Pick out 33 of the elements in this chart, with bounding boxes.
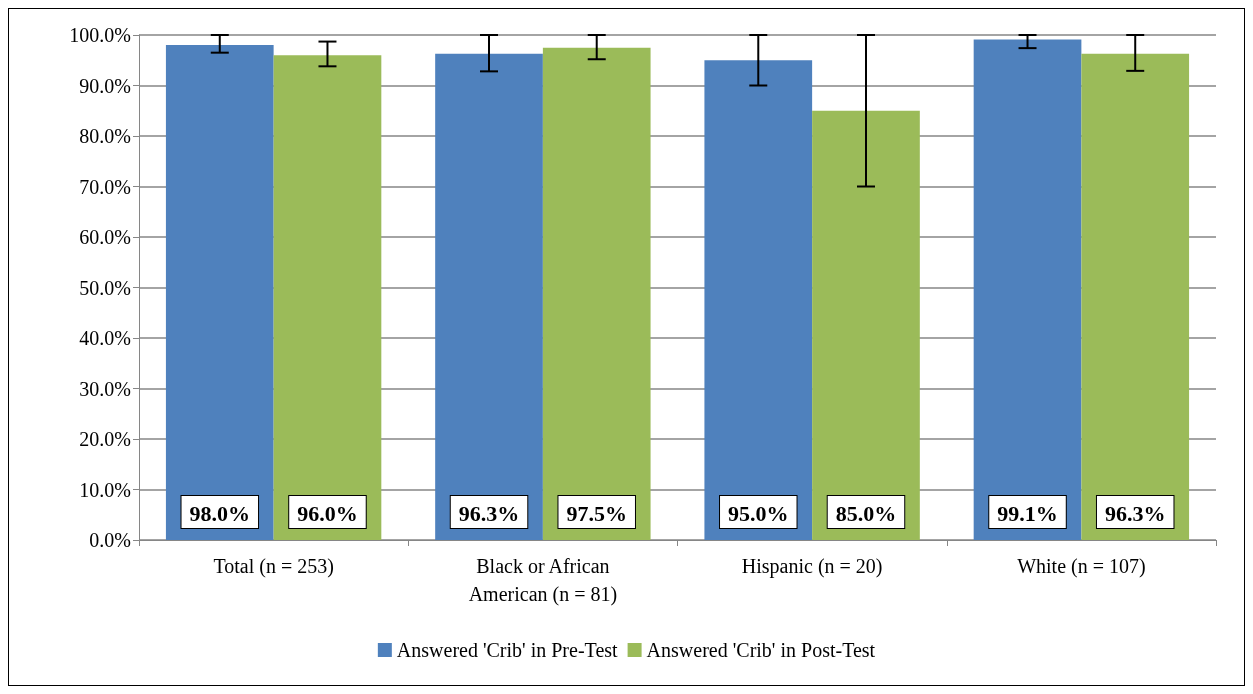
y-tick-label: 10.0% bbox=[79, 478, 131, 501]
data-label: 85.0% bbox=[835, 500, 897, 526]
legend-label: Answered 'Crib' in Pre-Test bbox=[396, 639, 619, 661]
data-label: 97.5% bbox=[566, 500, 627, 526]
x-tick-label: White (n = 107) bbox=[1017, 555, 1146, 578]
bar bbox=[1081, 53, 1190, 540]
bar bbox=[542, 47, 651, 540]
y-tick-label: 60.0% bbox=[79, 226, 131, 248]
y-tick-label: 20.0% bbox=[79, 428, 131, 450]
y-tick-label: 30.0% bbox=[79, 377, 131, 400]
y-tick-label: 90.0% bbox=[79, 74, 131, 97]
y-tick-label: 80.0% bbox=[79, 125, 131, 147]
bar bbox=[812, 110, 920, 540]
y-tick-label: 70.0% bbox=[79, 175, 131, 198]
data-label: 96.0% bbox=[297, 500, 358, 526]
bar bbox=[165, 45, 274, 540]
data-label: 99.1% bbox=[997, 500, 1058, 526]
x-tick-label: Hispanic (n = 20) bbox=[741, 555, 883, 578]
bar bbox=[273, 55, 382, 540]
y-tick-label: 40.0% bbox=[79, 327, 131, 349]
y-tick-label: 100.0% bbox=[69, 24, 131, 46]
data-label: 98.0% bbox=[189, 500, 251, 526]
data-label: 96.3% bbox=[458, 500, 520, 526]
x-tick-label: Total (n = 253) bbox=[213, 555, 334, 578]
bar bbox=[973, 39, 1082, 540]
data-label: 96.3% bbox=[1104, 500, 1166, 526]
bar bbox=[704, 60, 813, 540]
y-tick-label: 50.0% bbox=[79, 276, 131, 299]
legend-label: Answered 'Crib' in Post-Test bbox=[646, 639, 876, 661]
bar bbox=[435, 53, 543, 540]
data-label: 95.0% bbox=[728, 500, 789, 526]
x-tick-label: Black or African American (n = 81) bbox=[468, 555, 618, 606]
y-tick-label: 0.0% bbox=[89, 529, 131, 551]
